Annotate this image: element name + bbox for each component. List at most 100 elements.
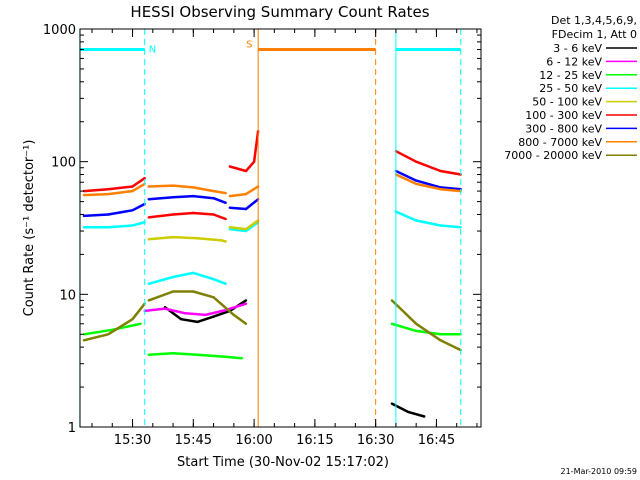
series-4-point — [131, 224, 134, 227]
series-5 — [147, 219, 260, 243]
marker-1-label: N — [149, 45, 156, 56]
series-1-point — [180, 318, 183, 321]
series-9-segment-1 — [83, 302, 146, 342]
legend-label: 300 - 800 keV — [525, 122, 602, 135]
series-8-point — [224, 191, 227, 195]
series-9-point — [439, 339, 442, 342]
x-tick-label: 16:30 — [357, 433, 394, 448]
series-9-segment-2 — [148, 290, 247, 325]
series-9-segment-3 — [391, 299, 462, 352]
series-1-point — [196, 320, 199, 324]
series-3-point — [439, 333, 442, 336]
series-6-point — [244, 169, 248, 173]
series-8-point — [82, 193, 86, 197]
legend-label: 25 - 50 keV — [539, 82, 602, 95]
series-8-point — [439, 188, 442, 191]
series-1-point — [406, 410, 410, 414]
series-5-point — [228, 226, 231, 229]
series-3-segment-2 — [148, 351, 243, 360]
series-4-point — [147, 282, 150, 285]
series-6-point — [143, 177, 146, 180]
series-8-point — [192, 186, 195, 189]
series-6 — [82, 129, 462, 221]
series-2-point — [204, 313, 207, 317]
series-7-segment-3 — [229, 198, 259, 211]
series-8-point — [171, 184, 175, 187]
y-tick-label: 10 — [59, 288, 76, 303]
series-3-point — [240, 357, 244, 360]
series-7-point — [147, 198, 150, 201]
series-4-point — [212, 278, 215, 281]
series-2-point — [184, 312, 187, 315]
series-8-point — [107, 192, 110, 196]
series-5-point — [220, 239, 223, 242]
x-tick-label: 15:30 — [114, 433, 151, 448]
series-9-point — [171, 290, 175, 293]
y-tick-label: 1000 — [43, 23, 76, 38]
series-9-point — [244, 322, 248, 325]
series-3-point — [147, 353, 150, 356]
series-7-point — [415, 179, 418, 182]
series-3-point — [171, 352, 175, 355]
legend-label: 6 - 12 keV — [546, 55, 602, 68]
series-7-point — [107, 213, 110, 216]
x-tick-label: 16:45 — [418, 433, 455, 448]
series-7-point — [228, 206, 231, 209]
series-7-segment-1 — [83, 202, 146, 218]
series-9-point — [415, 322, 418, 325]
series-4-point — [171, 275, 175, 279]
series-3-point — [220, 355, 223, 358]
series-7-point — [192, 194, 195, 198]
series-6-point — [212, 213, 215, 216]
footer-date: 21-Mar-2010 09:59 — [561, 467, 638, 476]
legend-label: 100 - 300 keV — [525, 109, 602, 122]
series-5-point — [171, 235, 175, 239]
series-9-point — [212, 296, 215, 299]
series-6-point — [107, 188, 110, 191]
series-3 — [82, 322, 462, 360]
legend-label: 12 - 25 keV — [539, 69, 602, 82]
series-9-point — [232, 313, 235, 317]
series-8-point — [415, 182, 418, 186]
series-layer — [82, 129, 462, 418]
series-6-point — [147, 216, 150, 219]
series-6-point — [228, 165, 231, 168]
series-4-segment-1 — [83, 220, 146, 229]
series-5-segment-1 — [148, 235, 227, 243]
series-7-point — [244, 207, 248, 211]
series-2-point — [163, 307, 167, 310]
chart-title: HESSI Observing Summary Count Rates — [130, 3, 429, 21]
y-axis-label: Count Rate (s⁻¹ detector⁻¹) — [22, 140, 37, 317]
series-7-point — [131, 209, 134, 212]
series-1-point — [423, 415, 426, 418]
series-6-point — [439, 169, 442, 173]
plot-frame — [79, 28, 482, 428]
series-3-point — [139, 322, 142, 325]
legend-label: 3 - 6 keV — [553, 42, 602, 55]
series-4-point — [107, 226, 110, 229]
series-5-point — [224, 240, 227, 243]
series-8-point — [244, 192, 248, 196]
series-1-point — [244, 299, 248, 302]
series-6-segment-4 — [395, 150, 461, 176]
series-5-point — [147, 238, 150, 241]
series-4-segment-4 — [395, 210, 461, 229]
series-9-point — [147, 299, 150, 302]
series-6-point — [224, 217, 227, 221]
series-8-point — [228, 194, 231, 198]
series-6-segment-3 — [229, 130, 260, 173]
series-9-point — [107, 333, 110, 336]
series-7-point — [224, 201, 227, 204]
marker-2: S — [246, 29, 377, 427]
series-2-segment-1 — [144, 302, 247, 317]
series-1-point — [390, 402, 394, 405]
y-tick-label: 100 — [51, 156, 76, 171]
series-6-point — [192, 211, 195, 215]
marker-3 — [395, 29, 462, 427]
series-8-segment-3 — [229, 185, 259, 198]
series-9-point — [192, 290, 195, 293]
series-7 — [82, 169, 462, 218]
series-8-segment-1 — [83, 182, 146, 197]
series-5-point — [244, 227, 248, 231]
series-5-segment-2 — [229, 219, 259, 231]
